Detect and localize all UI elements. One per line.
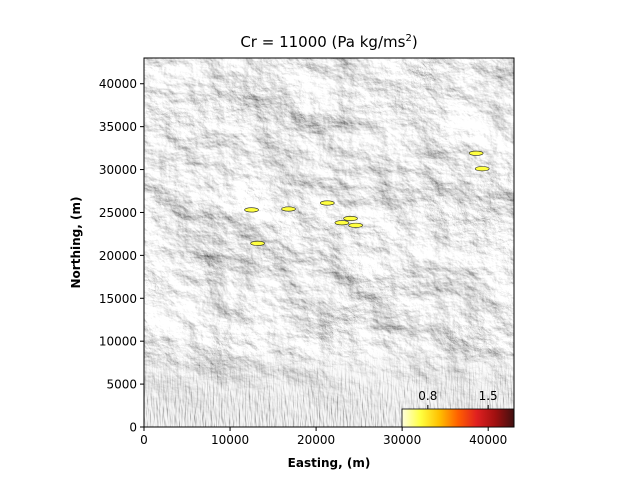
chart-title-superscript: 2	[405, 33, 411, 44]
x-tick-label: 40000	[469, 433, 507, 447]
y-tick-label: 20000	[99, 249, 137, 263]
plot-frame	[143, 57, 515, 428]
y-tick-label: 25000	[99, 206, 137, 220]
colorbar-tick-label: 1.5	[479, 389, 498, 403]
chart-title-tail: )	[412, 33, 418, 51]
hotspot-mark	[334, 220, 350, 226]
x-tick-label: 20000	[297, 433, 335, 447]
x-tick-label: 0	[140, 433, 148, 447]
hotspot-mark	[244, 207, 259, 213]
x-tick-label: 30000	[383, 433, 421, 447]
flat-terrain	[144, 58, 514, 427]
colorbar: 0.8 1.5	[401, 389, 515, 428]
y-tick-label: 0	[129, 421, 137, 435]
hotspot-mark	[348, 222, 363, 228]
x-axis: 0 10000 20000 30000 40000	[140, 427, 507, 447]
hotspot-mark	[281, 206, 296, 212]
x-axis-label: Easting, (m)	[288, 456, 371, 470]
hotspot-mark	[468, 150, 484, 156]
hotspot-mark	[343, 215, 358, 221]
chart-title-main: Cr = 11000 (Pa kg/ms	[240, 33, 405, 51]
y-tick-label: 15000	[99, 292, 137, 306]
x-tick-label: 10000	[211, 433, 249, 447]
y-axis-label: Northing, (m)	[69, 197, 83, 289]
plot-area	[144, 58, 514, 427]
hotspot-mark	[474, 166, 490, 172]
y-tick-label: 40000	[99, 77, 137, 91]
y-axis: 0 5000 10000 15000 20000 25000 30000 35000 40000	[99, 77, 144, 435]
y-tick-label: 30000	[99, 163, 137, 177]
chart-title: Cr = 11000 (Pa kg/ms2)	[240, 33, 417, 51]
colorbar-tick-label: 0.8	[418, 389, 437, 403]
hotspot-mark	[250, 240, 265, 246]
y-tick-label: 35000	[99, 120, 137, 134]
colorbar-ticks: 0.8 1.5	[418, 389, 498, 409]
hotspot-layer	[244, 150, 490, 246]
colorbar-swatch	[401, 408, 515, 428]
hotspot-mark	[319, 200, 335, 206]
y-tick-label: 5000	[106, 378, 137, 392]
y-tick-label: 10000	[99, 335, 137, 349]
